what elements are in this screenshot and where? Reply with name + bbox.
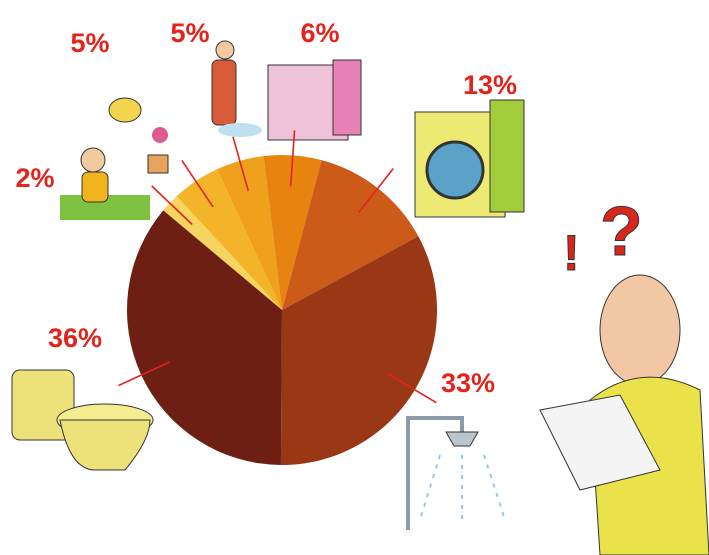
- pie-slice: [163, 196, 282, 310]
- leader-line: [387, 373, 437, 404]
- newspaper: [539, 394, 661, 491]
- flower: [152, 127, 168, 143]
- body: [211, 59, 237, 126]
- pipe: [406, 416, 464, 530]
- head: [80, 147, 106, 173]
- leader-line: [181, 159, 214, 208]
- pie-slice: [216, 156, 282, 310]
- value-label: 6%: [300, 18, 339, 48]
- illustrations: ? !: [11, 40, 709, 555]
- labels: 2% 5% 5% 6% 13% 33% 36%: [15, 18, 517, 404]
- value-label: 13%: [463, 70, 517, 100]
- value-label: 5%: [70, 28, 109, 58]
- dishwasher-side: [332, 59, 362, 136]
- water: [218, 123, 262, 137]
- value-label: 5%: [170, 18, 209, 48]
- pie: [127, 155, 437, 465]
- pie-slice: [263, 155, 322, 310]
- shower-head: [445, 431, 479, 447]
- leader-line: [358, 168, 394, 214]
- washing-machine-side: [489, 99, 525, 213]
- bowl-base: [59, 419, 151, 471]
- door: [425, 140, 485, 200]
- pie-slice: [282, 160, 419, 310]
- exclamation-mark: !: [563, 225, 580, 281]
- body: [81, 171, 109, 203]
- watering-can: [108, 97, 142, 123]
- pot: [147, 154, 169, 174]
- leader-line: [151, 185, 193, 226]
- spray: [419, 454, 506, 525]
- head: [599, 274, 681, 386]
- pie-slice: [176, 169, 282, 310]
- leader-line: [289, 130, 296, 187]
- value-label: 2%: [15, 163, 54, 193]
- pie-slice: [280, 236, 437, 465]
- head: [215, 40, 235, 60]
- leader-line: [118, 361, 170, 387]
- pie-slice: [127, 210, 282, 465]
- value-label: 33%: [441, 368, 495, 398]
- value-label: 36%: [48, 323, 102, 353]
- leader-line: [232, 136, 250, 191]
- question-mark: ?: [600, 192, 643, 270]
